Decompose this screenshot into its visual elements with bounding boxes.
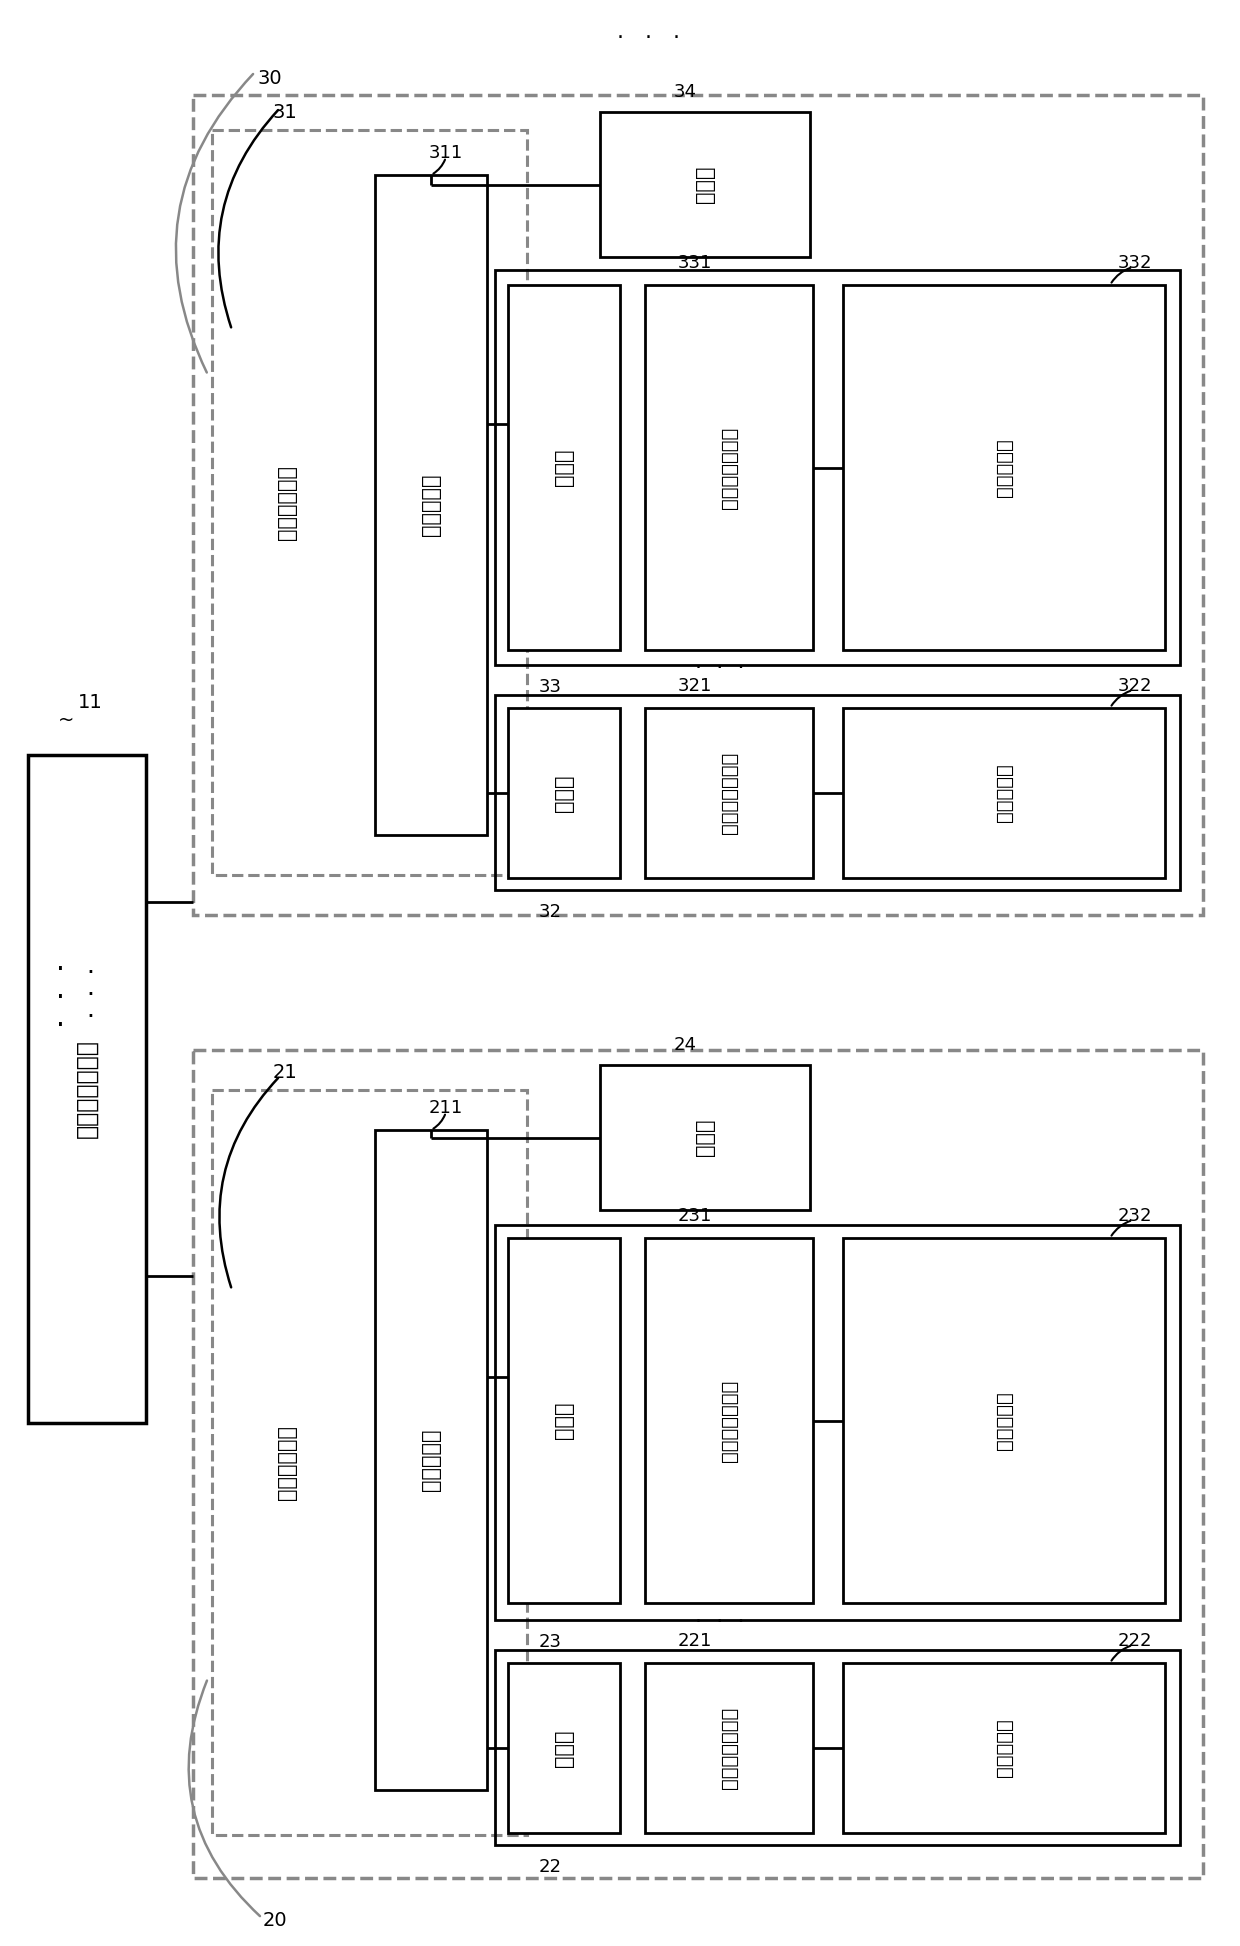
Bar: [29, 755, 146, 1423]
Text: 基板管理控制器: 基板管理控制器: [719, 1707, 739, 1788]
Bar: [193, 95, 1203, 915]
Bar: [600, 1064, 810, 1210]
Text: 33: 33: [538, 677, 562, 697]
Text: ·: ·: [672, 27, 680, 49]
Text: ·: ·: [616, 27, 624, 49]
Text: 机柜管理控制器: 机柜管理控制器: [74, 1039, 99, 1138]
Text: 221: 221: [678, 1633, 712, 1650]
Bar: [508, 708, 620, 878]
Text: ·  ·  ·: · · ·: [696, 1611, 745, 1633]
Text: 321: 321: [678, 677, 712, 695]
Text: 基板管理控制器: 基板管理控制器: [719, 751, 739, 835]
Text: 22: 22: [538, 1858, 562, 1876]
Bar: [645, 284, 813, 650]
Bar: [495, 1650, 1180, 1845]
Bar: [645, 708, 813, 878]
Bar: [843, 284, 1166, 650]
Bar: [212, 130, 527, 876]
Text: 基板管理控制器: 基板管理控制器: [719, 426, 739, 508]
Text: 服务器: 服务器: [554, 775, 574, 811]
Text: 风扇组: 风扇组: [694, 165, 715, 202]
Text: ~: ~: [58, 710, 74, 730]
Text: 32: 32: [538, 903, 562, 920]
Text: 331: 331: [678, 255, 712, 272]
Text: ·: ·: [56, 1012, 64, 1039]
Text: 区域控制单元: 区域控制单元: [277, 465, 298, 539]
Text: 23: 23: [538, 1633, 562, 1650]
Text: 11: 11: [78, 693, 103, 712]
Text: 基板管理控制器: 基板管理控制器: [719, 1380, 739, 1461]
Bar: [843, 1238, 1166, 1604]
Bar: [495, 1224, 1180, 1619]
Bar: [843, 1664, 1166, 1833]
Text: 24: 24: [673, 1035, 697, 1055]
Text: 34: 34: [673, 84, 697, 101]
Text: ·: ·: [645, 27, 651, 49]
Text: 222: 222: [1117, 1633, 1152, 1650]
Bar: [495, 695, 1180, 889]
Bar: [508, 284, 620, 650]
Text: 背板处理器: 背板处理器: [422, 473, 441, 537]
Text: 311: 311: [429, 144, 463, 162]
Text: 30: 30: [258, 68, 283, 88]
Text: 风扇组: 风扇组: [694, 1119, 715, 1156]
Bar: [508, 1664, 620, 1833]
Text: 20: 20: [263, 1911, 288, 1930]
Text: 温度侦测器: 温度侦测器: [994, 438, 1013, 496]
Text: 21: 21: [273, 1063, 298, 1082]
Bar: [600, 113, 810, 257]
Text: ·: ·: [56, 955, 64, 985]
Bar: [193, 1051, 1203, 1878]
Text: ·: ·: [86, 961, 94, 985]
Text: 服务器: 服务器: [554, 450, 574, 486]
Text: 31: 31: [273, 103, 298, 123]
Text: 温度侦测器: 温度侦测器: [994, 763, 1013, 823]
Text: 服务器: 服务器: [554, 1401, 574, 1440]
Bar: [645, 1238, 813, 1604]
Text: 231: 231: [678, 1207, 712, 1224]
Text: ·  ·  ·: · · ·: [696, 658, 745, 677]
Text: 温度侦测器: 温度侦测器: [994, 1391, 1013, 1450]
Text: ·: ·: [86, 1004, 94, 1029]
Bar: [212, 1090, 527, 1835]
Text: ·: ·: [56, 985, 64, 1012]
Text: 区域控制单元: 区域控制单元: [277, 1424, 298, 1500]
Text: 服务器: 服务器: [554, 1730, 574, 1767]
Text: 背板处理器: 背板处理器: [422, 1428, 441, 1491]
Bar: [374, 1131, 487, 1790]
Bar: [374, 175, 487, 835]
Text: 322: 322: [1117, 677, 1152, 695]
Bar: [495, 270, 1180, 666]
Text: 温度侦测器: 温度侦测器: [994, 1718, 1013, 1777]
Text: 211: 211: [429, 1099, 463, 1117]
Bar: [508, 1238, 620, 1604]
Text: ·: ·: [86, 983, 94, 1006]
Text: 332: 332: [1117, 255, 1152, 272]
Text: 232: 232: [1117, 1207, 1152, 1224]
Bar: [645, 1664, 813, 1833]
Bar: [843, 708, 1166, 878]
